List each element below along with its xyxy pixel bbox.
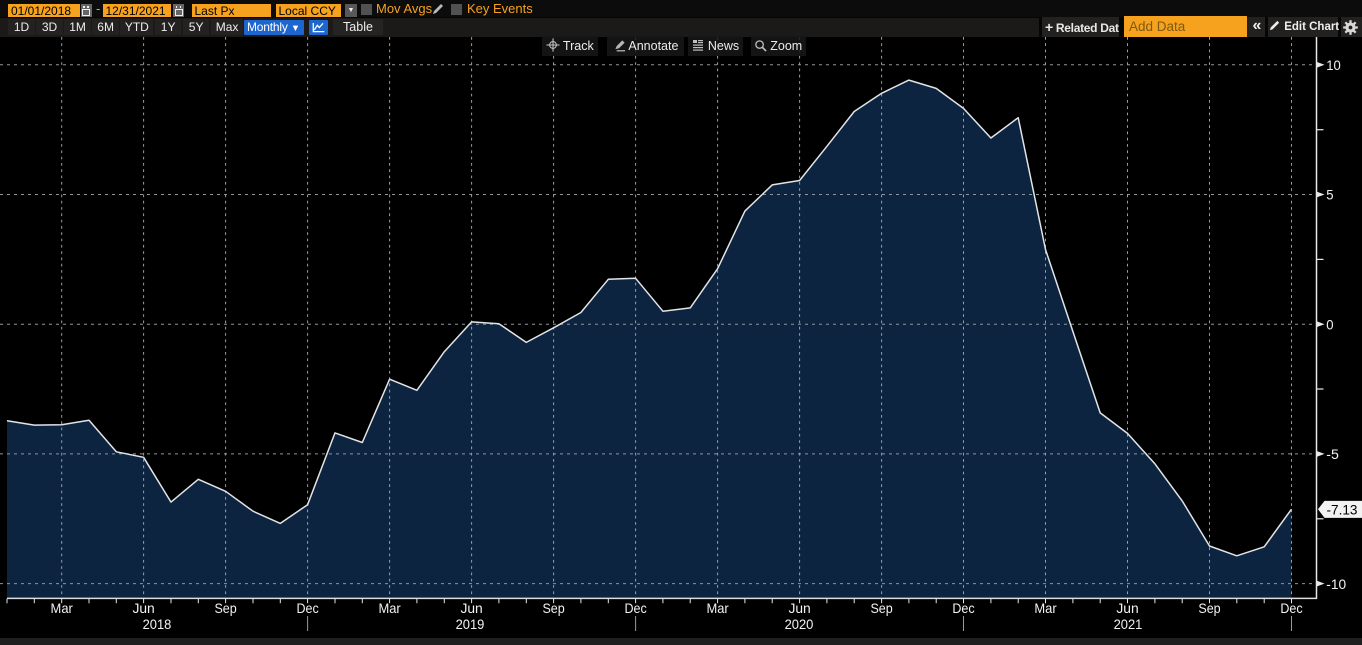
svg-text:Mar: Mar [1034,600,1057,616]
svg-text:Jun: Jun [788,600,810,616]
svg-text:Dec: Dec [624,600,646,616]
svg-text:Mar: Mar [706,600,729,616]
svg-text:10: 10 [1326,57,1341,73]
svg-text:Mar: Mar [378,600,401,616]
svg-text:Sep: Sep [214,600,236,616]
svg-text:5: 5 [1326,187,1333,203]
svg-text:Dec: Dec [296,600,318,616]
svg-text:Sep: Sep [870,600,892,616]
svg-text:Dec: Dec [1280,600,1302,616]
svg-text:2018: 2018 [143,616,172,632]
svg-text:2020: 2020 [785,616,814,632]
svg-text:Dec: Dec [952,600,974,616]
svg-text:0: 0 [1326,316,1333,332]
svg-text:Jun: Jun [132,600,154,616]
svg-text:Sep: Sep [1198,600,1220,616]
svg-text:Jun: Jun [1116,600,1138,616]
svg-text:2021: 2021 [1114,616,1143,632]
svg-text:-5: -5 [1326,446,1339,462]
svg-text:2019: 2019 [456,616,485,632]
svg-text:Jun: Jun [460,600,482,616]
svg-text:-10: -10 [1326,576,1346,592]
svg-text:-7.13: -7.13 [1327,503,1358,518]
svg-text:Sep: Sep [542,600,564,616]
svg-text:Mar: Mar [51,600,74,616]
